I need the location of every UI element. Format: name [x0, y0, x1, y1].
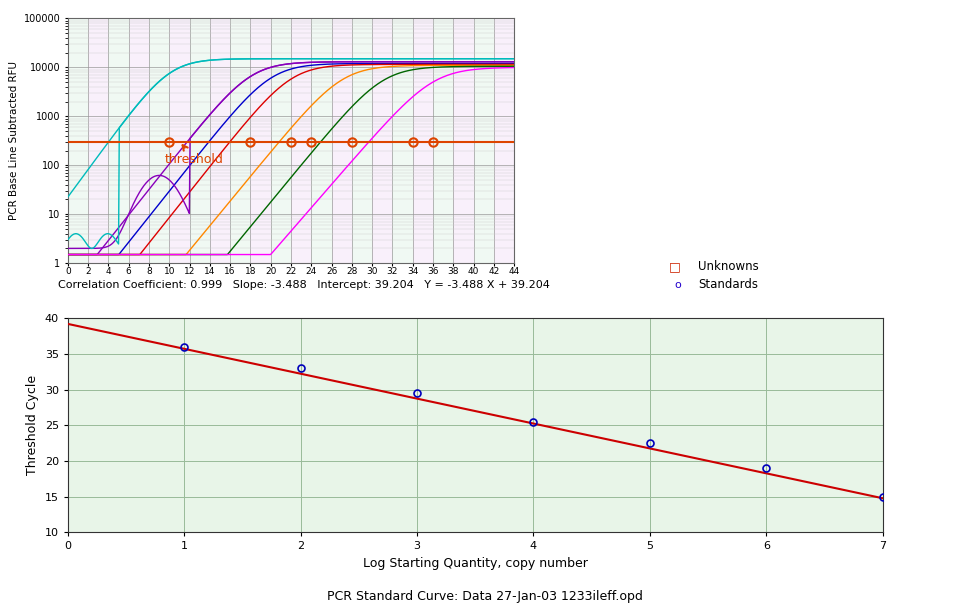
Bar: [453, 18, 473, 263]
Bar: [129, 18, 149, 263]
Bar: [189, 18, 209, 263]
Bar: [230, 18, 250, 263]
Bar: [170, 18, 189, 263]
Bar: [432, 18, 453, 263]
Bar: [68, 18, 88, 263]
Bar: [311, 18, 331, 263]
Bar: [412, 18, 432, 263]
Text: PCR Standard Curve: Data 27-Jan-03 1233ileff.opd: PCR Standard Curve: Data 27-Jan-03 1233i…: [327, 590, 642, 603]
Bar: [352, 18, 372, 263]
Text: Correlation Coefficient: 0.999   Slope: -3.488   Intercept: 39.204   Y = -3.488 : Correlation Coefficient: 0.999 Slope: -3…: [58, 280, 549, 289]
Text: Unknowns: Unknowns: [698, 259, 759, 273]
Bar: [209, 18, 230, 263]
Bar: [291, 18, 311, 263]
Bar: [473, 18, 493, 263]
Bar: [88, 18, 109, 263]
Text: threshold: threshold: [164, 145, 223, 166]
Bar: [493, 18, 514, 263]
Bar: [372, 18, 392, 263]
Text: □: □: [669, 259, 680, 273]
Y-axis label: Threshold Cycle: Threshold Cycle: [26, 375, 39, 476]
Bar: [109, 18, 129, 263]
Bar: [331, 18, 352, 263]
Bar: [270, 18, 291, 263]
X-axis label: Log Starting Quantity, copy number: Log Starting Quantity, copy number: [362, 557, 587, 570]
Text: Standards: Standards: [698, 278, 758, 291]
Y-axis label: PCR Base Line Subtracted RFU: PCR Base Line Subtracted RFU: [10, 61, 19, 220]
Bar: [392, 18, 412, 263]
Bar: [149, 18, 170, 263]
Text: o: o: [673, 280, 680, 289]
Bar: [250, 18, 270, 263]
